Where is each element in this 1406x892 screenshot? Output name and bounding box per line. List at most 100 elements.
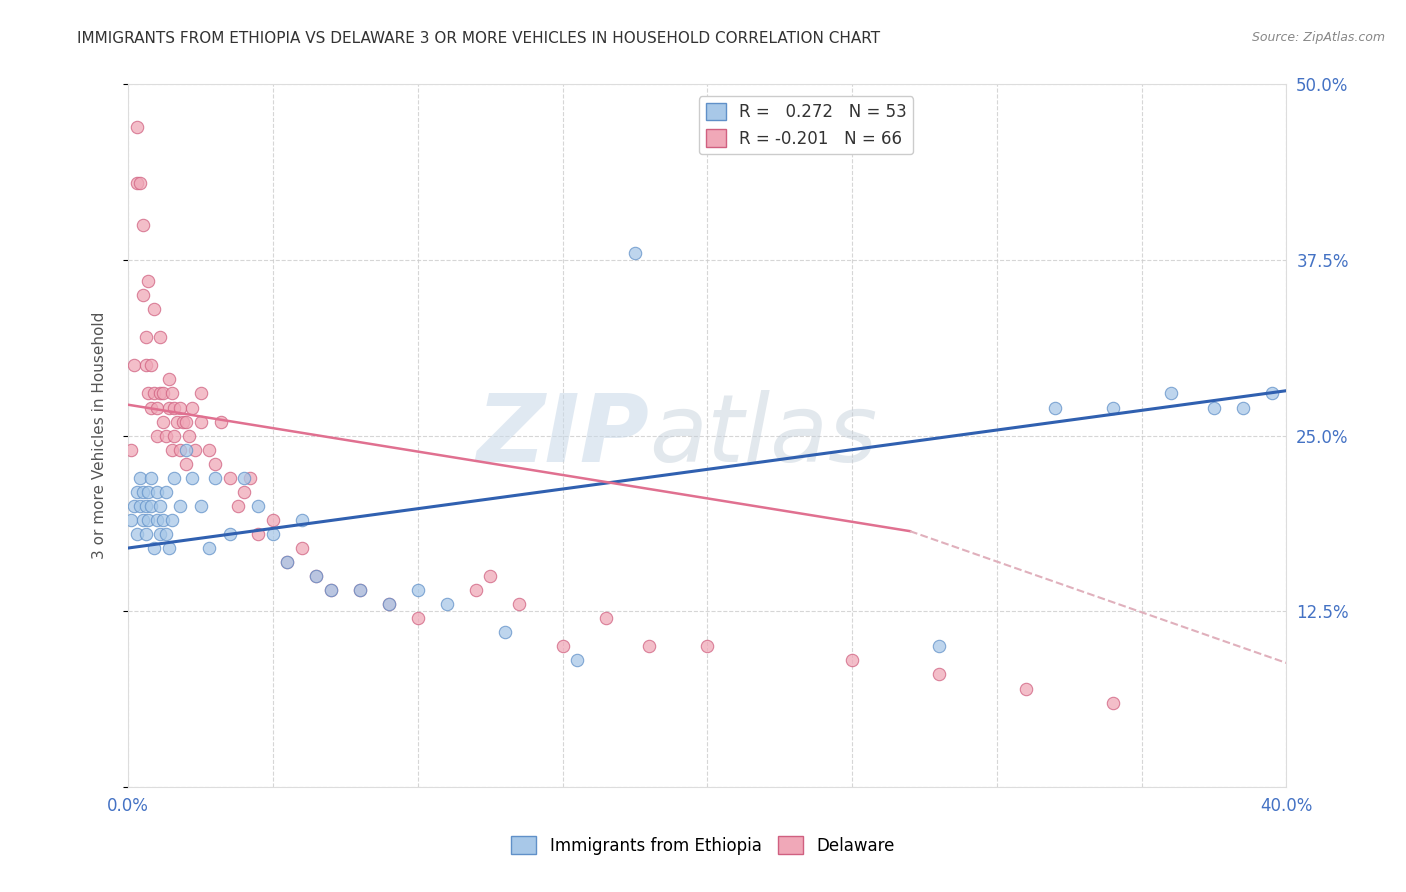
Point xyxy=(378,597,401,611)
Point xyxy=(128,176,150,190)
Point xyxy=(131,288,153,302)
Point xyxy=(174,457,197,471)
Point xyxy=(138,386,160,401)
Point xyxy=(406,583,429,598)
Point xyxy=(1101,696,1123,710)
Point xyxy=(149,386,172,401)
Point xyxy=(291,513,314,527)
Point xyxy=(146,401,169,415)
Point xyxy=(204,471,226,485)
Point xyxy=(131,484,153,499)
Point xyxy=(160,442,183,457)
Point xyxy=(128,471,150,485)
Point xyxy=(157,541,180,555)
Point xyxy=(157,372,180,386)
Point xyxy=(131,513,153,527)
Point xyxy=(464,583,486,598)
Point xyxy=(1043,401,1066,415)
Text: atlas: atlas xyxy=(650,390,877,481)
Point xyxy=(239,471,262,485)
Point xyxy=(149,499,172,513)
Point xyxy=(1202,401,1225,415)
Point xyxy=(174,442,197,457)
Point xyxy=(190,386,212,401)
Point xyxy=(155,484,177,499)
Point xyxy=(122,359,145,373)
Point xyxy=(247,527,270,541)
Point xyxy=(436,597,458,611)
Point xyxy=(218,471,240,485)
Point xyxy=(406,611,429,625)
Point xyxy=(1160,386,1182,401)
Point xyxy=(135,359,157,373)
Point xyxy=(841,653,863,667)
Point xyxy=(305,569,328,583)
Point xyxy=(155,428,177,442)
Point xyxy=(276,555,298,569)
Point xyxy=(138,513,160,527)
Point xyxy=(551,640,574,654)
Point xyxy=(141,359,163,373)
Point xyxy=(494,625,516,640)
Point xyxy=(319,583,342,598)
Point xyxy=(146,513,169,527)
Point xyxy=(149,527,172,541)
Point xyxy=(226,499,249,513)
Point xyxy=(928,667,950,681)
Point xyxy=(163,428,186,442)
Point xyxy=(218,527,240,541)
Point xyxy=(138,484,160,499)
Point xyxy=(595,611,617,625)
Point xyxy=(276,555,298,569)
Point xyxy=(146,484,169,499)
Point xyxy=(479,569,502,583)
Point xyxy=(163,401,186,415)
Legend: R =   0.272   N = 53, R = -0.201   N = 66: R = 0.272 N = 53, R = -0.201 N = 66 xyxy=(699,96,914,154)
Point xyxy=(152,513,174,527)
Point xyxy=(141,471,163,485)
Point xyxy=(177,428,200,442)
Point xyxy=(155,527,177,541)
Point xyxy=(508,597,530,611)
Point xyxy=(1101,401,1123,415)
Point xyxy=(209,415,232,429)
Point xyxy=(141,499,163,513)
Text: Source: ZipAtlas.com: Source: ZipAtlas.com xyxy=(1251,31,1385,45)
Point xyxy=(152,386,174,401)
Point xyxy=(349,583,371,598)
Point xyxy=(125,120,148,134)
Point xyxy=(262,527,284,541)
Point xyxy=(1232,401,1254,415)
Point xyxy=(184,442,207,457)
Point xyxy=(198,541,221,555)
Point xyxy=(125,527,148,541)
Point xyxy=(1015,681,1038,696)
Y-axis label: 3 or more Vehicles in Household: 3 or more Vehicles in Household xyxy=(93,312,107,559)
Point xyxy=(135,330,157,344)
Point xyxy=(120,513,142,527)
Legend: Immigrants from Ethiopia, Delaware: Immigrants from Ethiopia, Delaware xyxy=(505,830,901,862)
Point xyxy=(291,541,314,555)
Point xyxy=(190,415,212,429)
Point xyxy=(163,471,186,485)
Point xyxy=(166,415,188,429)
Point xyxy=(378,597,401,611)
Point xyxy=(198,442,221,457)
Point xyxy=(125,176,148,190)
Point xyxy=(638,640,661,654)
Text: ZIP: ZIP xyxy=(477,390,650,482)
Point xyxy=(169,401,191,415)
Point xyxy=(349,583,371,598)
Point xyxy=(131,218,153,232)
Point xyxy=(190,499,212,513)
Point xyxy=(319,583,342,598)
Point xyxy=(696,640,718,654)
Point xyxy=(128,499,150,513)
Point xyxy=(305,569,328,583)
Point xyxy=(233,484,256,499)
Point xyxy=(152,415,174,429)
Point xyxy=(247,499,270,513)
Point xyxy=(122,499,145,513)
Point xyxy=(172,415,194,429)
Point xyxy=(169,499,191,513)
